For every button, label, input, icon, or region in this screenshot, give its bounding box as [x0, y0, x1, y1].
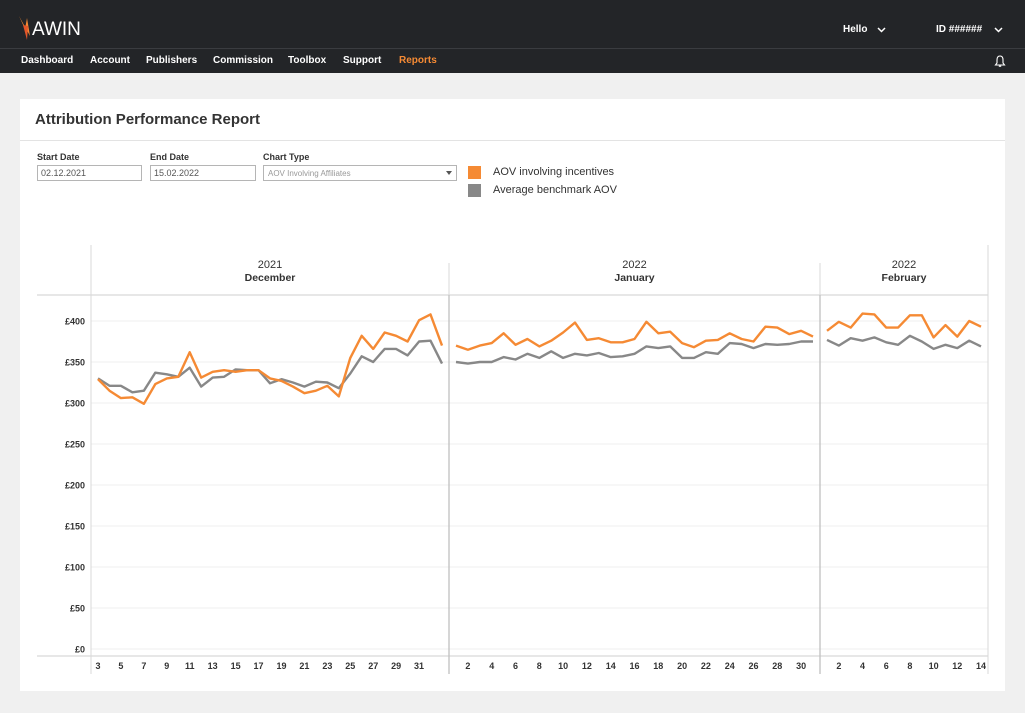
x-tick-label: 6 — [513, 661, 518, 671]
x-tick-label: 14 — [606, 661, 616, 671]
x-tick-label: 4 — [489, 661, 494, 671]
x-tick-label: 6 — [884, 661, 889, 671]
x-tick-label: 18 — [653, 661, 663, 671]
x-tick-label: 17 — [254, 661, 264, 671]
series-line-benchmark — [826, 334, 982, 351]
y-tick-label: £300 — [65, 399, 85, 409]
series-line-benchmark — [455, 340, 813, 365]
title-divider — [20, 140, 1005, 141]
x-tick-label: 29 — [391, 661, 401, 671]
x-tick-label: 28 — [772, 661, 782, 671]
y-tick-label: £100 — [65, 563, 85, 573]
x-tick-label: 12 — [582, 661, 592, 671]
y-tick-label: £50 — [70, 604, 85, 614]
x-tick-label: 8 — [907, 661, 912, 671]
nav-toolbox[interactable]: Toolbox — [288, 55, 327, 66]
x-tick-label: 12 — [952, 661, 962, 671]
x-tick-label: 15 — [231, 661, 241, 671]
legend-label-incentives: AOV involving incentives — [493, 166, 615, 178]
series-line-incentives — [455, 320, 814, 351]
awin-logo[interactable]: AWIN — [18, 14, 88, 40]
x-tick-label: 4 — [860, 661, 865, 671]
main-nav: Dashboard Account Publishers Commission … — [0, 48, 1025, 73]
series-line-benchmark — [97, 339, 444, 394]
nav-support[interactable]: Support — [343, 55, 382, 66]
x-tick-label: 23 — [322, 661, 332, 671]
page-title: Attribution Performance Report — [35, 111, 261, 128]
x-tick-label: 2 — [836, 661, 841, 671]
chevron-down-icon[interactable] — [877, 27, 886, 33]
panel-year-label: 2021 — [258, 259, 282, 271]
x-tick-label: 10 — [558, 661, 568, 671]
x-tick-label: 26 — [748, 661, 758, 671]
x-tick-label: 25 — [345, 661, 355, 671]
y-tick-label: £150 — [65, 522, 85, 532]
nav-reports[interactable]: Reports — [399, 55, 437, 66]
x-tick-label: 27 — [368, 661, 378, 671]
account-id[interactable]: ID ###### — [936, 24, 983, 35]
x-tick-label: 22 — [701, 661, 711, 671]
x-tick-label: 11 — [185, 661, 195, 671]
chart-type-select[interactable]: AOV Involving Affiliates — [263, 165, 457, 181]
x-tick-label: 8 — [537, 661, 542, 671]
user-greeting[interactable]: Hello — [843, 24, 868, 35]
series-line-incentives — [826, 312, 982, 339]
panel-month-label: February — [882, 272, 927, 284]
legend-swatch-orange — [468, 166, 481, 179]
x-tick-label: 2 — [465, 661, 470, 671]
y-tick-label: £250 — [65, 440, 85, 450]
nav-commission[interactable]: Commission — [213, 55, 274, 66]
x-tick-label: 20 — [677, 661, 687, 671]
x-tick-label: 5 — [118, 661, 123, 671]
y-tick-label: £350 — [65, 358, 85, 368]
x-tick-label: 14 — [976, 661, 986, 671]
legend-label-benchmark: Average benchmark AOV — [493, 184, 617, 196]
y-tick-label: £400 — [65, 317, 85, 327]
nav-publishers[interactable]: Publishers — [146, 55, 198, 66]
panel-month-label: December — [245, 272, 296, 284]
x-tick-label: 30 — [796, 661, 806, 671]
panel-year-label: 2022 — [892, 259, 916, 271]
report-card: Attribution Performance Report Start Dat… — [20, 99, 1005, 691]
y-tick-label: £0 — [75, 645, 85, 655]
end-date-input[interactable]: 15.02.2022 — [150, 165, 256, 181]
nav-account[interactable]: Account — [90, 55, 130, 66]
x-tick-label: 16 — [629, 661, 639, 671]
chevron-down-icon[interactable] — [994, 27, 1003, 33]
start-date-input[interactable]: 02.12.2021 — [37, 165, 142, 181]
chart-type-value: AOV Involving Affiliates — [268, 169, 351, 178]
x-tick-label: 3 — [95, 661, 100, 671]
bell-icon[interactable] — [994, 55, 1006, 68]
panel-month-label: January — [614, 272, 654, 284]
panel-year-label: 2022 — [622, 259, 646, 271]
nav-dashboard[interactable]: Dashboard — [21, 55, 74, 66]
x-tick-label: 21 — [299, 661, 309, 671]
logo-text: AWIN — [32, 19, 81, 40]
start-date-label: Start Date — [37, 152, 80, 162]
x-tick-label: 7 — [141, 661, 146, 671]
aov-line-chart: £400£350£300£250£200£150£100£50£02021Dec… — [37, 245, 989, 674]
series-line-incentives — [97, 313, 444, 405]
x-tick-label: 13 — [208, 661, 218, 671]
x-tick-label: 19 — [276, 661, 286, 671]
x-tick-label: 24 — [725, 661, 735, 671]
x-tick-label: 9 — [164, 661, 169, 671]
x-tick-label: 10 — [929, 661, 939, 671]
end-date-label: End Date — [150, 152, 190, 162]
legend-swatch-grey — [468, 184, 481, 197]
chart-type-label: Chart Type — [263, 152, 310, 162]
x-tick-label: 31 — [414, 661, 424, 671]
y-tick-label: £200 — [65, 481, 85, 491]
top-bar: AWIN Hello ID ###### — [0, 0, 1025, 48]
dropdown-arrow-icon — [446, 171, 452, 175]
